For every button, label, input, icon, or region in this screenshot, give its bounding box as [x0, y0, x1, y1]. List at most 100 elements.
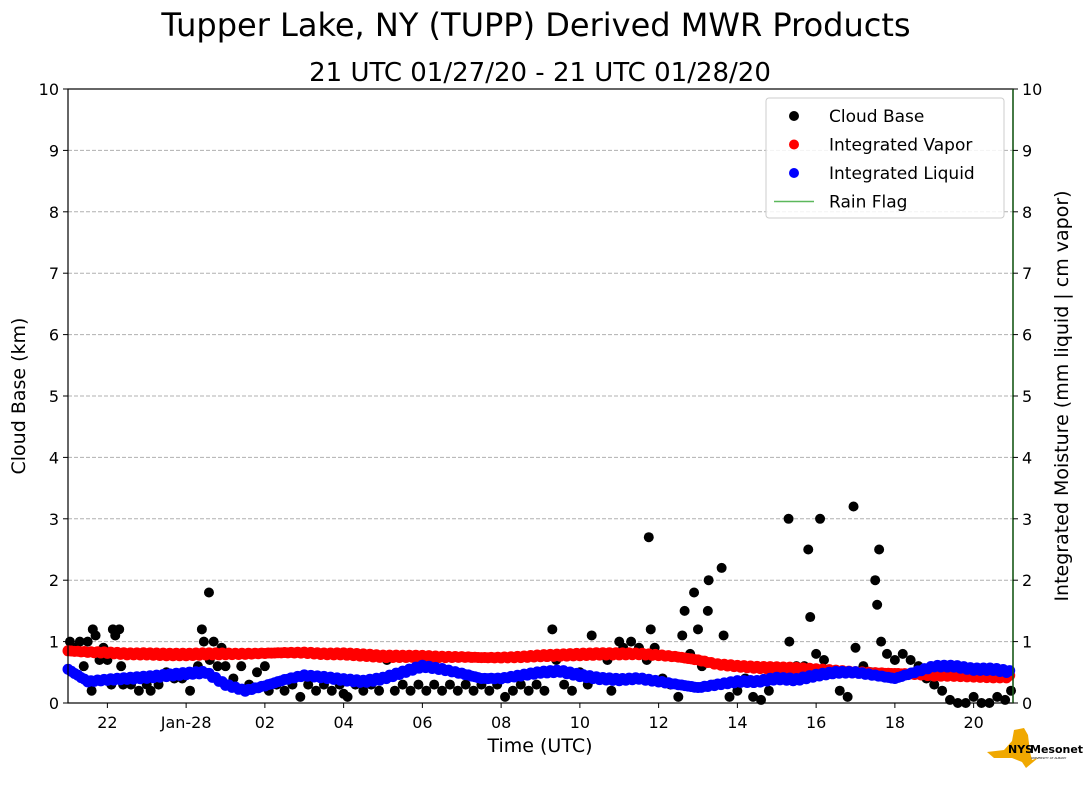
cloud-base-point [311, 685, 322, 696]
y-tick-label: 1 [49, 633, 59, 652]
logo-nys: NYS [1008, 743, 1033, 756]
cloud-base-point [805, 612, 816, 623]
cloud-base-point [643, 532, 654, 543]
cloud-base-point [876, 636, 887, 647]
cloud-base-point [74, 636, 85, 647]
data-marks [62, 501, 1017, 708]
cloud-base-point [819, 655, 829, 666]
cloud-base-point [679, 605, 690, 616]
cloud-base-point [703, 575, 714, 586]
cloud-base-point [905, 655, 916, 666]
legend-label: Rain Flag [829, 193, 907, 213]
cloud-base-point [689, 587, 700, 598]
cloud-base-point [397, 679, 408, 690]
x-tick-label: 22 [97, 713, 117, 732]
cloud-base-point [673, 691, 684, 702]
y-tick-label-right: 0 [1022, 694, 1032, 713]
x-tick-label: 12 [648, 713, 668, 732]
logo-subtext: UNIVERSITY AT ALBANY [1031, 756, 1066, 760]
cloud-base-point [882, 648, 892, 659]
logo-mesonet: Mesonet [1030, 743, 1083, 756]
grid [68, 149, 1013, 643]
cloud-base-point [326, 685, 337, 696]
x-axis-label: Time (UTC) [486, 735, 592, 757]
cloud-base-point [626, 636, 637, 647]
cloud-base-point [515, 679, 526, 690]
legend-marker-icon [789, 111, 799, 121]
y-tick-label: 6 [49, 326, 59, 345]
y-tick-label-right: 7 [1022, 264, 1032, 283]
cloud-base-point [748, 691, 759, 702]
cloud-base-point [405, 685, 416, 696]
cloud-base-point [295, 691, 306, 702]
cloud-base-point [389, 685, 400, 696]
cloud-base-point [437, 685, 448, 696]
cloud-base-point [968, 691, 979, 702]
cloud-base-point [803, 544, 814, 555]
cloud-base-point [303, 679, 314, 690]
cloud-base-point [507, 685, 518, 696]
y-tick-label: 5 [49, 387, 59, 406]
chart-title: Tupper Lake, NY (TUPP) Derived MWR Produ… [160, 6, 910, 44]
cloud-base-point [78, 661, 89, 672]
x-tick-label: 20 [963, 713, 983, 732]
cloud-base-point [870, 575, 881, 586]
cloud-base-point [452, 685, 463, 696]
cloud-base-point [413, 679, 424, 690]
x-tick-label: 04 [333, 713, 353, 732]
cloud-base-point [1006, 685, 1017, 696]
cloud-base-point [82, 636, 93, 647]
cloud-base-point [783, 513, 794, 524]
y-tick-label: 2 [49, 571, 59, 590]
y-tick-label: 4 [49, 448, 59, 467]
y-tick-label: 3 [49, 510, 59, 529]
cloud-base-point [342, 691, 353, 702]
cloud-base-point [460, 679, 471, 690]
y-tick-label-right: 3 [1022, 510, 1032, 529]
cloud-base-point [116, 661, 127, 672]
cloud-base-point [606, 685, 617, 696]
y-tick-label-right: 8 [1022, 203, 1032, 222]
cloud-base-point [815, 513, 826, 524]
cloud-base-point [444, 679, 455, 690]
cloud-base-point [90, 630, 101, 641]
cloud-base-point [145, 685, 156, 696]
cloud-base-point [834, 685, 845, 696]
y-tick-label-right: 10 [1022, 80, 1042, 99]
legend-marker-icon [789, 168, 799, 178]
cloud-base-point [252, 667, 262, 678]
cloud-base-point [693, 624, 703, 635]
legend-marker-icon [789, 139, 799, 150]
y-tick-label: 10 [39, 80, 59, 99]
chart-subtitle: 21 UTC 01/27/20 - 21 UTC 01/28/20 [309, 58, 771, 88]
x-tick-label: 10 [570, 713, 590, 732]
cloud-base-point [236, 661, 247, 672]
y-tick-label: 0 [49, 694, 59, 713]
y-tick-label-right: 9 [1022, 141, 1032, 160]
cloud-base-point [718, 630, 729, 641]
x-tick-label: 16 [806, 713, 826, 732]
cloud-base-point [842, 691, 853, 702]
y-tick-label: 9 [49, 141, 59, 160]
cloud-base-point [212, 661, 223, 672]
cloud-base-point [374, 685, 385, 696]
cloud-base-point [559, 679, 570, 690]
cloud-base-point [929, 679, 940, 690]
ny-state-shape [987, 728, 1038, 768]
cloud-base-point [523, 685, 534, 696]
cloud-base-point [203, 587, 214, 598]
cloud-base-point [500, 691, 511, 702]
cloud-base-point [567, 685, 577, 696]
cloud-base-point [484, 685, 495, 696]
legend-label: Cloud Base [829, 107, 924, 127]
y-tick-label-right: 5 [1022, 387, 1032, 406]
y-tick-label: 8 [49, 203, 59, 222]
cloud-base-point [850, 642, 861, 653]
nys-mesonet-logo: NYS Mesonet UNIVERSITY AT ALBANY [987, 728, 1083, 768]
cloud-base-point [185, 685, 196, 696]
cloud-base-point [586, 630, 597, 641]
cloud-base-point [874, 544, 885, 555]
cloud-base-point [279, 685, 290, 696]
cloud-base-point [531, 679, 542, 690]
